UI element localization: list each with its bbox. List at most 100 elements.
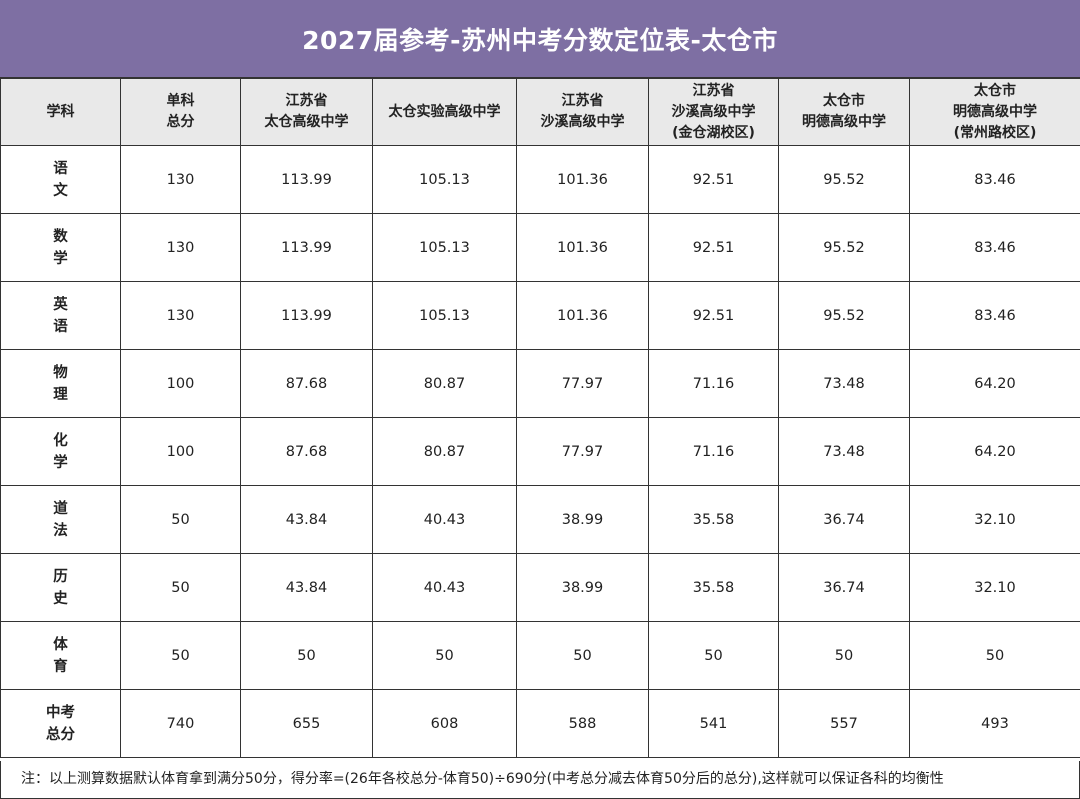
score-cell: 83.46	[909, 213, 1080, 282]
subject-label: 总分	[46, 726, 75, 743]
score-cell: 40.43	[372, 553, 517, 622]
table-body: 语文 130 113.99 105.13 101.36 92.51 95.52 83.46 数学…	[0, 145, 1080, 758]
score-cell: 113.99	[240, 145, 373, 214]
score-cell: 73.48	[778, 417, 910, 486]
subject-label: 史	[53, 590, 68, 607]
table-row: 物理 100 87.68 80.87 77.97 71.16 73.48 64.20	[0, 349, 1080, 418]
score-cell: 35.58	[648, 485, 779, 554]
subject-cell: 化学	[0, 417, 121, 486]
score-cell: 95.52	[778, 213, 910, 282]
footnote: 注：以上测算数据默认体育拿到满分50分，得分率=(26年各校总分-体育50)÷6…	[0, 761, 1080, 799]
header-line: 沙溪高级中学	[671, 103, 756, 120]
full-score-cell: 740	[120, 689, 241, 758]
subject-label: 历	[53, 568, 68, 585]
score-cell: 43.84	[240, 485, 373, 554]
full-score-cell: 130	[120, 213, 241, 282]
score-cell: 80.87	[372, 349, 517, 418]
header-line: 太仓市	[974, 82, 1016, 99]
header-line: 明德高级中学	[802, 114, 886, 130]
score-cell: 64.20	[909, 349, 1080, 418]
score-cell: 77.97	[516, 417, 649, 486]
table-row: 中考 总分 740 655 608 588 541 557 493	[0, 689, 1080, 758]
score-cell: 588	[516, 689, 649, 758]
score-cell: 50	[909, 621, 1080, 690]
subject-label: 语	[53, 160, 68, 177]
score-cell: 38.99	[516, 553, 649, 622]
score-cell: 83.46	[909, 281, 1080, 350]
header-line: 总分	[166, 114, 195, 130]
score-cell: 87.68	[240, 417, 373, 486]
table-row: 数学 130 113.99 105.13 101.36 92.51 95.52 83.46	[0, 213, 1080, 282]
subject-label: 体	[53, 636, 68, 653]
subject-label: 育	[53, 658, 68, 675]
score-cell: 493	[909, 689, 1080, 758]
score-cell: 95.52	[778, 281, 910, 350]
subject-label: 物	[53, 364, 68, 381]
score-cell: 83.46	[909, 145, 1080, 214]
score-cell: 64.20	[909, 417, 1080, 486]
score-cell: 40.43	[372, 485, 517, 554]
score-cell: 80.87	[372, 417, 517, 486]
full-score-cell: 130	[120, 281, 241, 350]
header-school-taicang-high: 江苏省 太仓高级中学	[240, 78, 373, 146]
score-cell: 38.99	[516, 485, 649, 554]
header-school-mingde-changzhou: 太仓市 明德高级中学 (常州路校区)	[909, 78, 1080, 146]
full-score-cell: 100	[120, 417, 241, 486]
score-cell: 50	[648, 621, 779, 690]
header-line: 沙溪高级中学	[540, 114, 625, 130]
header-line: 太仓市	[823, 93, 865, 109]
score-cell: 541	[648, 689, 779, 758]
score-cell: 655	[240, 689, 373, 758]
score-cell: 32.10	[909, 553, 1080, 622]
header-school-shaxi-jincanghu: 江苏省 沙溪高级中学 (金仓湖校区)	[648, 78, 779, 146]
subject-label: 中考	[46, 704, 75, 721]
score-cell: 557	[778, 689, 910, 758]
score-cell: 50	[778, 621, 910, 690]
score-cell: 105.13	[372, 145, 517, 214]
score-cell: 87.68	[240, 349, 373, 418]
full-score-cell: 50	[120, 485, 241, 554]
score-cell: 92.51	[648, 145, 779, 214]
table-row: 语文 130 113.99 105.13 101.36 92.51 95.52 83.46	[0, 145, 1080, 214]
header-line: 太仓实验高级中学	[388, 103, 501, 120]
subject-cell: 数学	[0, 213, 121, 282]
score-cell: 73.48	[778, 349, 910, 418]
table-row: 英语 130 113.99 105.13 101.36 92.51 95.52 83.46	[0, 281, 1080, 350]
score-cell: 35.58	[648, 553, 779, 622]
subject-label: 理	[53, 386, 68, 403]
subject-label: 语	[53, 318, 68, 335]
score-cell: 71.16	[648, 349, 779, 418]
score-cell: 608	[372, 689, 517, 758]
score-cell: 71.16	[648, 417, 779, 486]
score-cell: 105.13	[372, 213, 517, 282]
subject-label: 数	[53, 228, 68, 245]
header-line: 学科	[46, 103, 75, 120]
score-cell: 92.51	[648, 281, 779, 350]
score-cell: 36.74	[778, 485, 910, 554]
header-line: 江苏省	[285, 93, 328, 109]
score-cell: 105.13	[372, 281, 517, 350]
score-cell: 50	[240, 621, 373, 690]
header-line: (金仓湖校区)	[672, 124, 755, 141]
header-line: 太仓高级中学	[264, 114, 349, 130]
subject-label: 化	[53, 432, 68, 449]
subject-label: 道	[53, 500, 68, 517]
header-school-taicang-shiyan: 太仓实验高级中学	[372, 78, 517, 146]
table-row: 道法 50 43.84 40.43 38.99 35.58 36.74 32.10	[0, 485, 1080, 554]
full-score-cell: 50	[120, 621, 241, 690]
subject-label: 学	[53, 454, 68, 471]
header-line: 单科	[166, 93, 195, 109]
full-score-cell: 50	[120, 553, 241, 622]
header-line: 江苏省	[692, 82, 735, 99]
score-cell: 92.51	[648, 213, 779, 282]
score-cell: 43.84	[240, 553, 373, 622]
score-cell: 95.52	[778, 145, 910, 214]
subject-cell: 中考 总分	[0, 689, 121, 758]
score-cell: 113.99	[240, 213, 373, 282]
score-cell: 36.74	[778, 553, 910, 622]
score-cell: 101.36	[516, 213, 649, 282]
score-cell: 101.36	[516, 281, 649, 350]
score-cell: 113.99	[240, 281, 373, 350]
subject-cell: 物理	[0, 349, 121, 418]
header-line: 明德高级中学	[953, 103, 1037, 120]
